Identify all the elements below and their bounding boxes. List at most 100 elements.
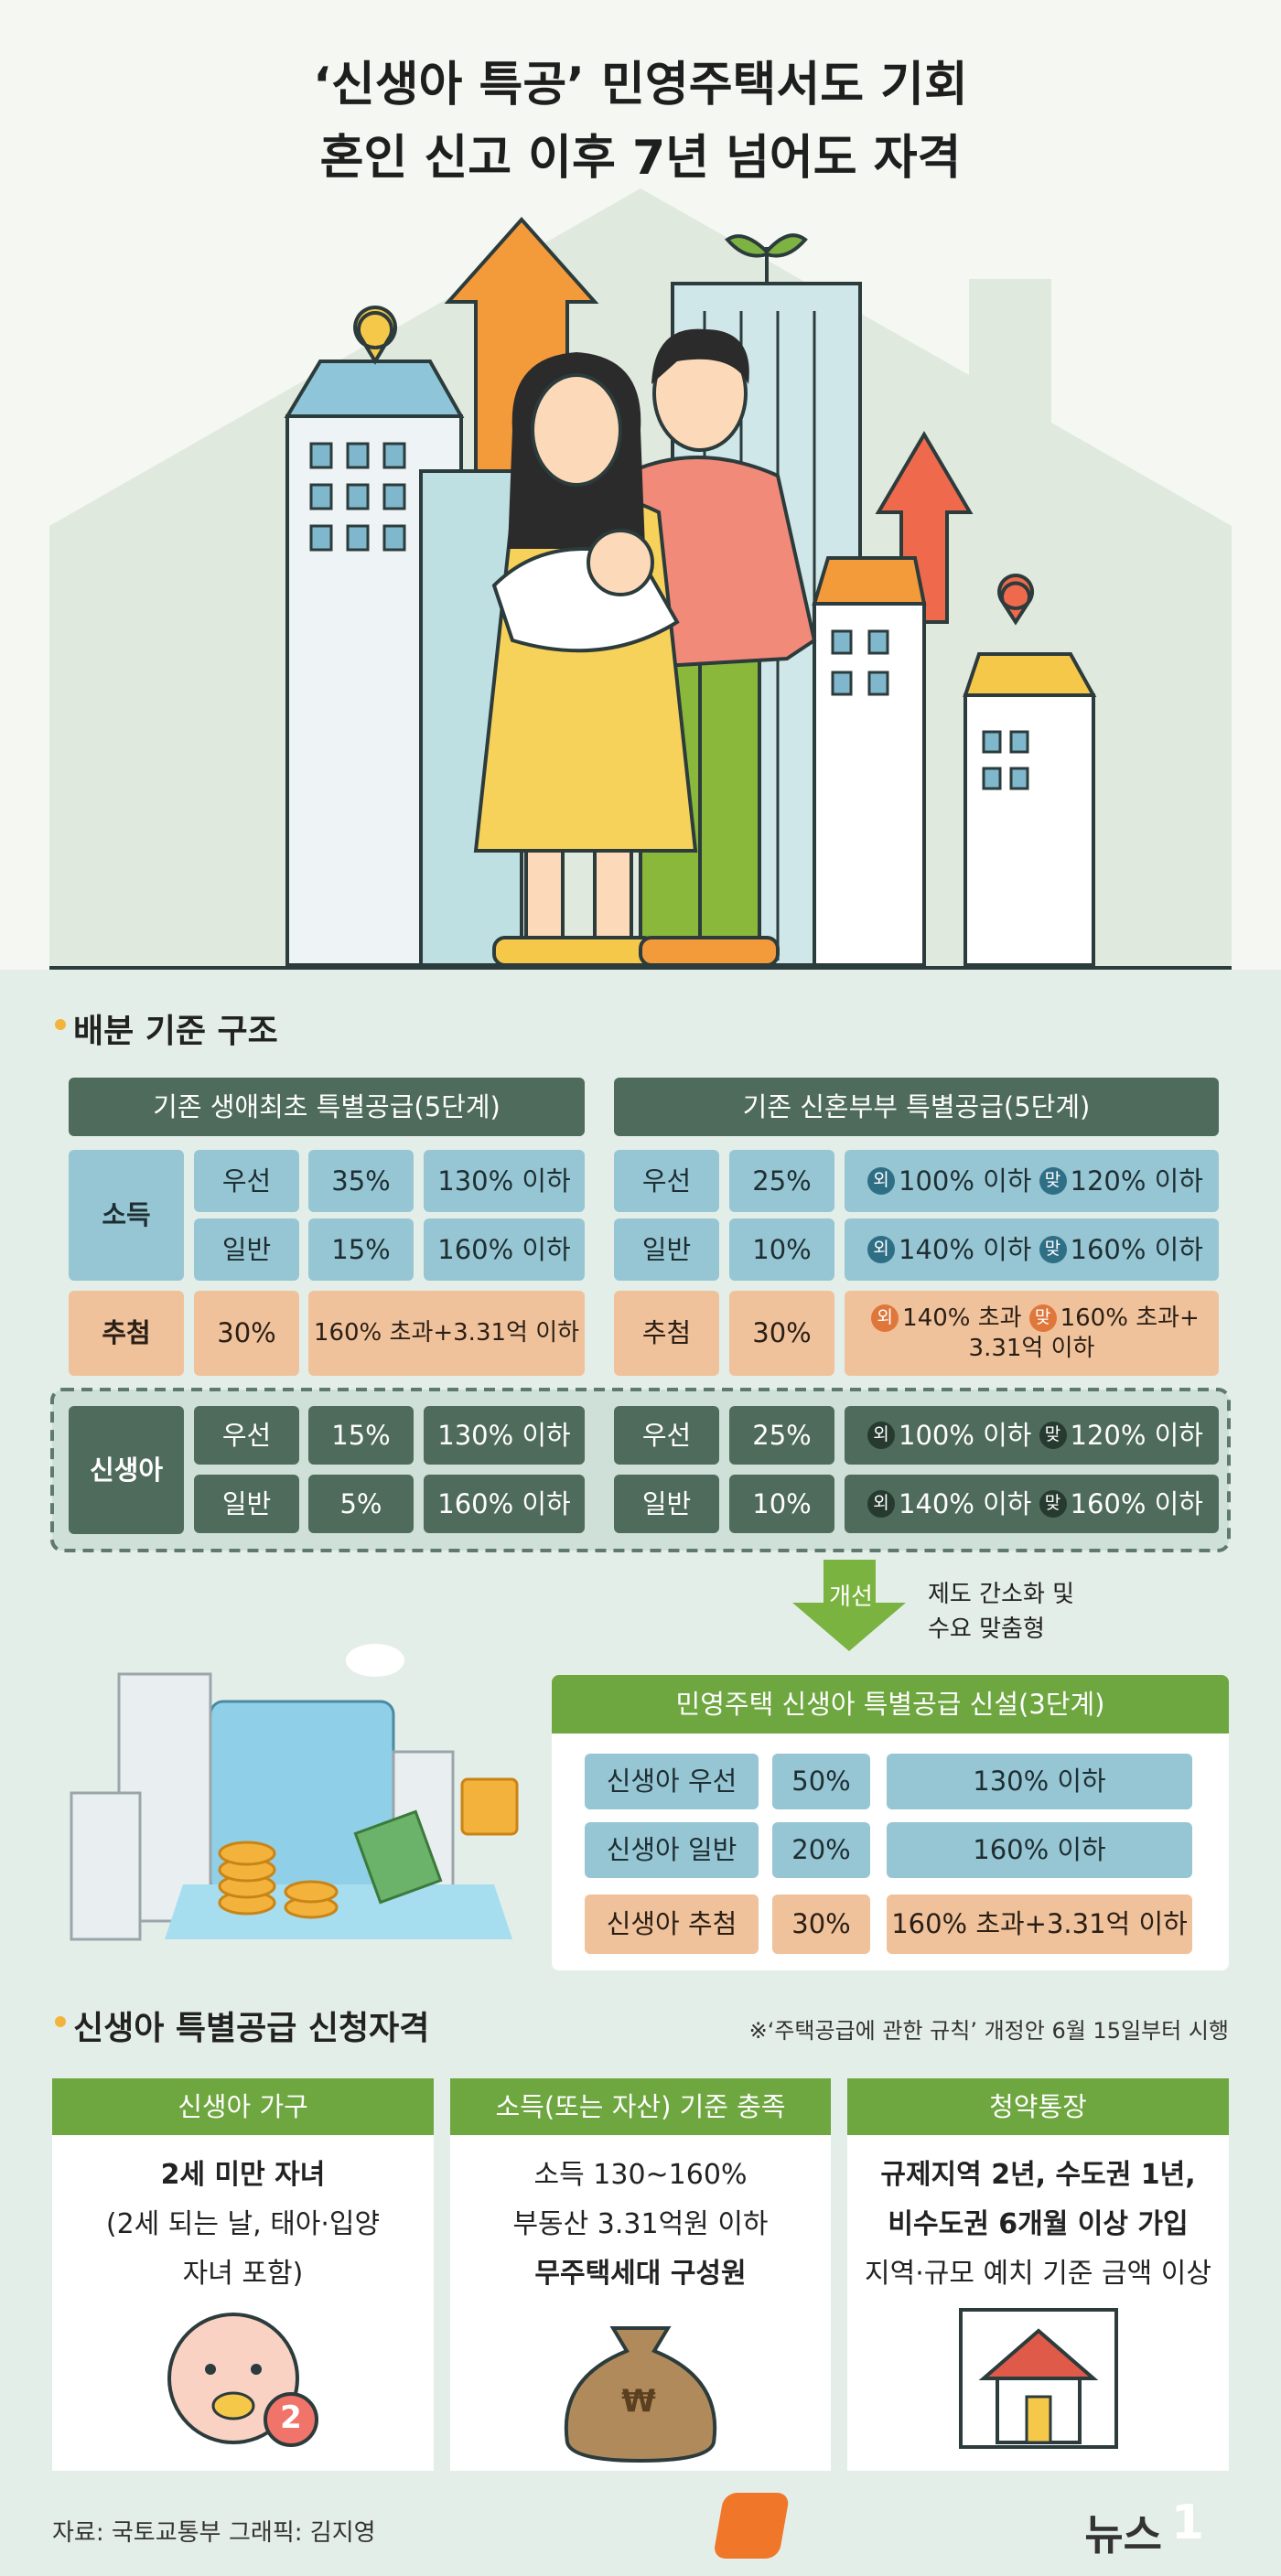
criteria-text: 160% 이하 — [1070, 1233, 1204, 1265]
group-label: 추첨 — [69, 1291, 184, 1376]
criteria: 130% 이하 — [887, 1754, 1192, 1809]
badge: 맞 — [1039, 1422, 1067, 1449]
column-text: 비수도권 6개월 이상 가입 — [888, 2208, 1189, 2240]
criteria: 130% 이하 — [424, 1150, 585, 1212]
tier: 일반 — [194, 1475, 299, 1533]
tier: 우선 — [194, 1150, 299, 1212]
criteria-text: 140% 이하 — [899, 1487, 1032, 1519]
badge: 맞 — [1039, 1167, 1067, 1195]
criteria: 외 140% 초과 맞 160% 초과+ 3.31억 이하 — [845, 1291, 1219, 1376]
title: 혼인 신고 이후 7년 넘어도 자격 — [319, 131, 962, 186]
criteria: 160% 이하 — [424, 1475, 585, 1533]
share: 25% — [729, 1150, 834, 1212]
pin — [997, 574, 1035, 626]
criteria-text: 140% 이하 — [899, 1233, 1032, 1265]
note: ※‘주택공급에 관한 규칙’ 개정안 6월 15일부터 시행 — [748, 2018, 1229, 2044]
badge: 맞 — [1039, 1236, 1067, 1263]
tier: 일반 — [614, 1475, 719, 1533]
badge: 맞 — [1039, 1490, 1067, 1518]
title: ‘신생아 특공’ 민영주택서도 기회 — [313, 58, 968, 113]
building-icon — [70, 1791, 142, 1941]
icon-label: ₩ — [621, 2383, 656, 2420]
coins — [218, 1841, 339, 1919]
criteria-text: 100% 이하 — [899, 1165, 1032, 1197]
tier: 신생아 추첨 — [585, 1894, 759, 1954]
criteria-text: 120% 이하 — [1070, 1419, 1204, 1451]
man-leg — [698, 657, 761, 944]
improvement-label: 개선 — [829, 1583, 873, 1611]
criteria: 외 140% 이하 맞 160% 이하 — [845, 1218, 1219, 1281]
share: 15% — [308, 1406, 414, 1465]
group-label: 신생아 — [69, 1406, 184, 1534]
building — [813, 602, 926, 967]
tier: 추첨 — [614, 1291, 719, 1376]
badge: 외 — [867, 1236, 895, 1263]
column-text: 소득 130~160% — [533, 2159, 748, 2191]
tier: 우선 — [614, 1150, 719, 1212]
column-text: 규제지역 2년, 수도권 1년, — [880, 2159, 1196, 2191]
group-label: 소득 — [69, 1150, 184, 1281]
share: 30% — [729, 1291, 834, 1376]
criteria-text: 100% 이하 — [899, 1419, 1032, 1451]
logo-text: 뉴스 — [1084, 2510, 1162, 2560]
baby-eye — [251, 2364, 262, 2375]
share: 30% — [194, 1291, 299, 1376]
baby-eye — [205, 2364, 216, 2375]
card-base — [165, 1884, 512, 1939]
criteria-line: 3.31억 이하 — [968, 1334, 1095, 1362]
criteria: 160% 이하 — [887, 1822, 1192, 1878]
share: 25% — [729, 1406, 834, 1465]
windows — [831, 629, 1029, 790]
criteria: 130% 이하 — [424, 1406, 585, 1465]
section-title: 배분 기준 구조 — [73, 1013, 278, 1050]
improvement-arrow — [792, 1560, 906, 1651]
logo-badge — [715, 2493, 789, 2559]
share: 35% — [308, 1150, 414, 1212]
credit: 그래픽: 김지영 — [229, 2519, 376, 2547]
share: 10% — [729, 1218, 834, 1281]
criteria-text: 140% 초과 — [902, 1304, 1022, 1332]
man-hair — [651, 328, 749, 384]
badge: 외 — [871, 1304, 899, 1333]
cash — [353, 1809, 443, 1905]
badge: 외 — [867, 1167, 895, 1195]
criteria: 160% 초과+3.31억 이하 — [308, 1291, 585, 1376]
criteria: 160% 이하 — [424, 1218, 585, 1281]
criteria: 외 100% 이하 맞 120% 이하 — [845, 1406, 1219, 1465]
badge: 외 — [867, 1422, 895, 1449]
badge: 외 — [867, 1490, 895, 1518]
improvement-note: 수요 맞춤형 — [928, 1615, 1045, 1643]
icon-label: 2 — [280, 2399, 302, 2436]
column-text: 2세 미만 자녀 — [160, 2159, 326, 2191]
share: 5% — [308, 1475, 414, 1533]
windows — [309, 442, 406, 552]
tier: 신생아 일반 — [585, 1822, 759, 1878]
number-badge — [264, 2392, 318, 2447]
column-text: 부동산 3.31억원 이하 — [512, 2208, 769, 2240]
column-header: 소득(또는 자산) 기준 충족 — [450, 2078, 831, 2135]
column-header: 신생아 가구 — [52, 2078, 434, 2135]
share: 10% — [729, 1475, 834, 1533]
share: 50% — [772, 1754, 870, 1809]
criteria: 외 100% 이하 맞 120% 이하 — [845, 1150, 1219, 1212]
new-system-header: 민영주택 신생아 특별공급 신설(3단계) — [552, 1675, 1229, 1733]
tier: 신생아 우선 — [585, 1754, 759, 1809]
money-bag — [564, 2326, 717, 2463]
tier: 일반 — [614, 1218, 719, 1281]
baby-face — [587, 529, 654, 596]
table-header: 기존 신혼부부 특별공급(5단계) — [614, 1078, 1219, 1136]
criteria-text: 160% 이하 — [1070, 1487, 1204, 1519]
section-marker — [55, 1019, 66, 1030]
roof — [812, 556, 927, 606]
logo-number: 1 — [1170, 2496, 1205, 2550]
shoes — [639, 936, 780, 967]
tier: 우선 — [194, 1406, 299, 1465]
table-header: 기존 생애최초 특별공급(5단계) — [69, 1078, 585, 1136]
tier: 우선 — [614, 1406, 719, 1465]
improvement-note: 제도 간소화 및 — [928, 1581, 1075, 1608]
safe — [460, 1777, 519, 1836]
cloud — [346, 1644, 404, 1677]
criteria: 외 140% 이하 맞 160% 이하 — [845, 1475, 1219, 1533]
criteria-text: 120% 이하 — [1070, 1165, 1204, 1197]
